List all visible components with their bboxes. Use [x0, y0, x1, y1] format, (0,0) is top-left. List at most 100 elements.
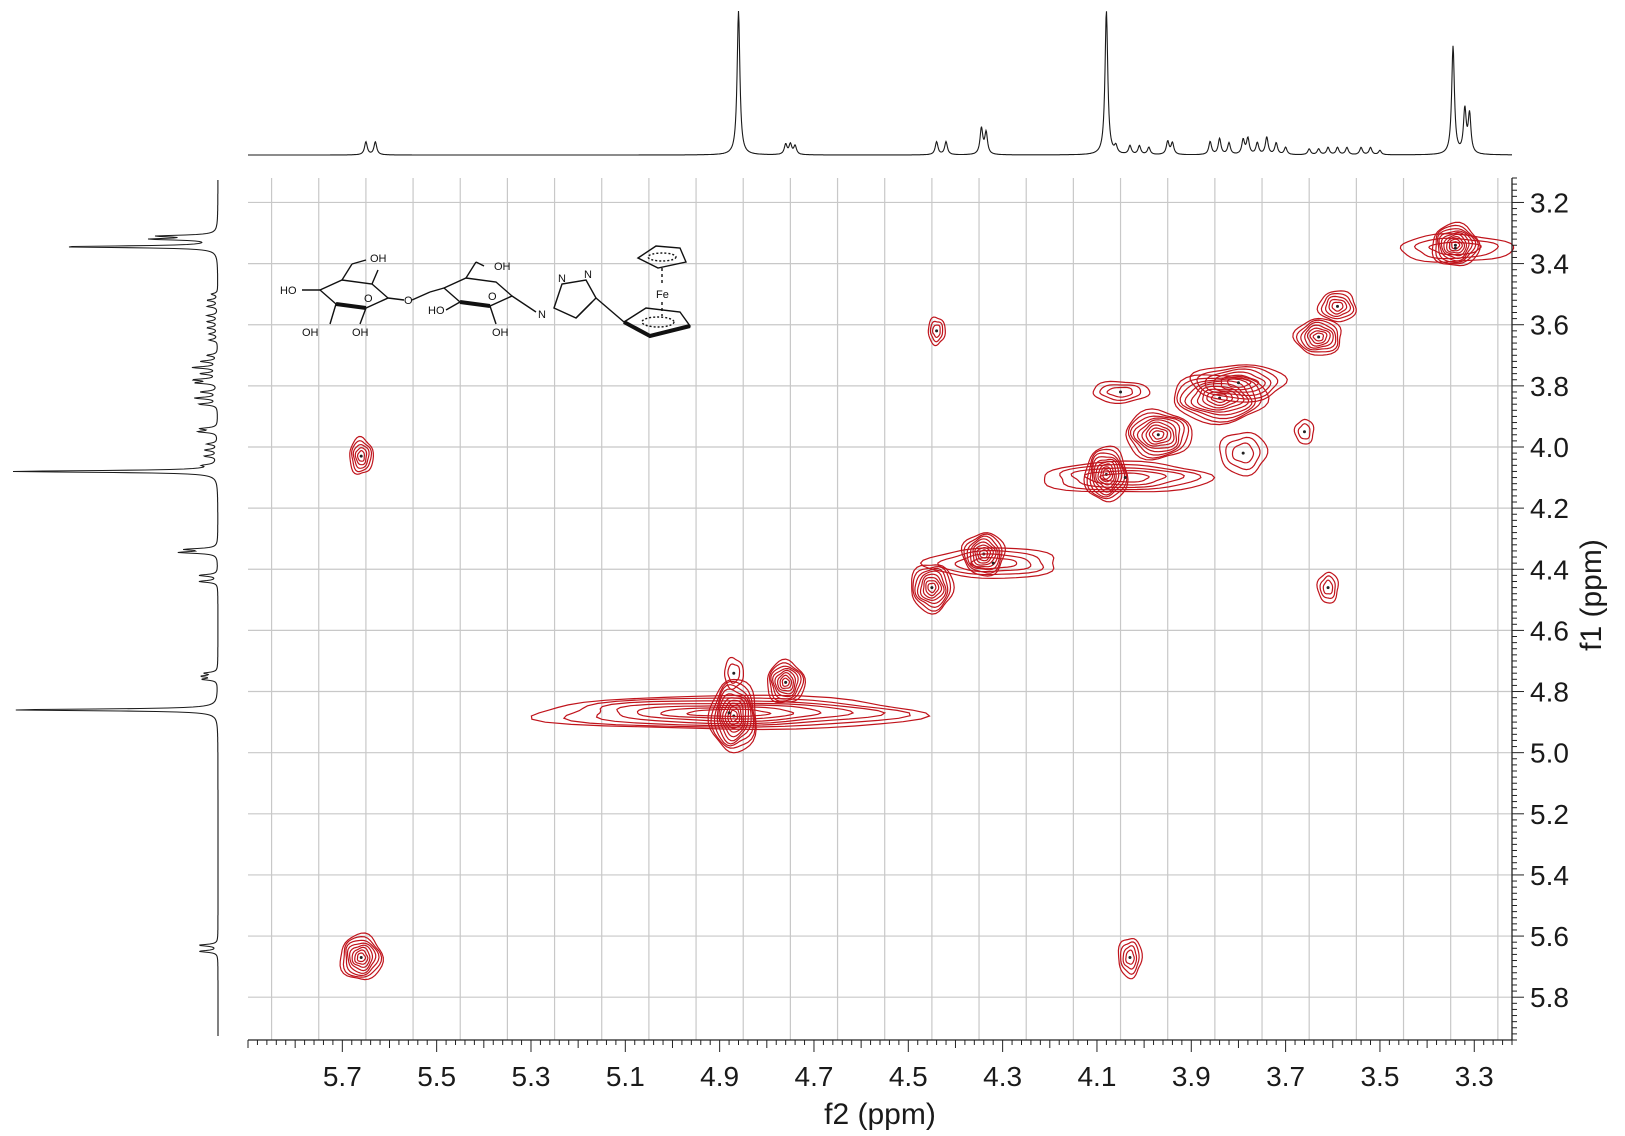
contour-level	[1231, 442, 1255, 464]
contour-level	[779, 674, 793, 690]
cross-peak	[1316, 290, 1357, 323]
contour-level	[922, 576, 943, 599]
atom-label: OH	[370, 253, 387, 265]
peak-center	[1302, 430, 1306, 434]
cross-peak	[1293, 418, 1315, 445]
contour-level	[530, 694, 931, 731]
contour-level	[1212, 371, 1266, 393]
contour-level	[919, 547, 1055, 580]
cross-peak	[349, 435, 375, 475]
cross-peak-contours	[339, 221, 1515, 981]
cp-bottom-bold-edge	[623, 320, 691, 339]
contour-level	[1413, 237, 1499, 260]
cross-peak	[1043, 460, 1216, 493]
contour-level	[1148, 427, 1169, 443]
grid-lines	[248, 178, 1512, 1040]
bond	[575, 301, 593, 319]
contour-level	[1219, 431, 1269, 477]
bond	[595, 297, 625, 323]
contour-level	[1320, 293, 1355, 320]
peak-center	[727, 711, 731, 715]
contour-level	[1092, 380, 1151, 404]
contour-level	[1309, 330, 1328, 345]
contour-level	[354, 949, 369, 965]
contour-level	[1202, 388, 1239, 409]
peak-center	[359, 955, 363, 959]
contour-level	[346, 942, 377, 974]
y-tick-label: 5.6	[1530, 921, 1569, 952]
axes: 5.7 5.5 5.3 5.1 4.9 4.7 4.5 4.3 4.1 3.9 3.7 3.5 3.3 3…	[247, 177, 1569, 1092]
y-tick-label: 4.8	[1530, 677, 1569, 708]
x-tick-label: 4.9	[700, 1061, 739, 1092]
contour-level	[919, 573, 945, 602]
contour-level	[1190, 382, 1250, 413]
peak-center	[1326, 586, 1330, 590]
contour-level	[1316, 290, 1357, 323]
contour-level	[339, 932, 384, 981]
contour-level	[929, 320, 944, 343]
contour-level	[1322, 579, 1334, 595]
contour-level	[774, 669, 797, 695]
peak-center	[732, 671, 736, 675]
contour-level	[927, 582, 937, 594]
bond	[411, 291, 431, 301]
contour-level	[911, 564, 955, 615]
contour-level	[1132, 417, 1181, 453]
contour-level	[349, 435, 375, 475]
contour-level	[345, 939, 380, 977]
contour-level	[925, 580, 940, 597]
contour-level	[1125, 949, 1135, 965]
contour-level	[1141, 421, 1175, 447]
contour-level	[1176, 376, 1263, 423]
y-tick-label: 4.6	[1530, 615, 1569, 646]
atom-label: N	[584, 269, 592, 281]
contour-level	[727, 663, 741, 684]
contour-level	[1099, 472, 1150, 483]
f1-projection-trace	[12, 180, 219, 1036]
contour-level	[970, 556, 1018, 570]
contour-level	[1086, 448, 1128, 500]
contour-level	[1136, 419, 1178, 449]
contour-level	[1083, 469, 1168, 486]
atom-label: Fe	[656, 289, 669, 301]
bond	[329, 303, 337, 325]
atom-label: N	[558, 273, 566, 285]
contour-level	[1295, 319, 1339, 353]
cross-peak	[723, 656, 744, 691]
contour-level	[1117, 937, 1143, 980]
contour-level	[1438, 230, 1474, 262]
cyclopentadienyl-top	[636, 245, 687, 269]
atom-label: O	[364, 293, 373, 305]
peak-center	[991, 561, 995, 565]
contour-level	[1304, 324, 1334, 349]
bond	[475, 261, 485, 267]
cross-peak	[1117, 937, 1143, 980]
contour-level	[1196, 385, 1245, 411]
contour-level	[1319, 575, 1336, 600]
bond	[489, 305, 497, 325]
contour-level	[1435, 224, 1480, 265]
x-tick-label: 5.5	[417, 1061, 456, 1092]
peak-center	[935, 329, 939, 333]
contour-level	[636, 704, 822, 723]
contour-level	[916, 570, 947, 605]
peak-center	[1123, 476, 1127, 480]
contour-level	[1122, 945, 1138, 970]
x-tick-label: 3.9	[1172, 1061, 1211, 1092]
x-tick-label: 4.5	[889, 1061, 928, 1092]
y-tick-label: 3.8	[1530, 371, 1569, 402]
atom-label: OH	[302, 327, 319, 339]
contour-level	[1446, 235, 1466, 254]
bond	[445, 301, 461, 311]
cross-peak	[1292, 317, 1342, 356]
y-axis-title: f1 (ppm)	[1575, 539, 1608, 651]
contour-level	[768, 662, 805, 702]
atom-label: OH	[492, 327, 509, 339]
contour-level	[616, 702, 855, 725]
y-tick-label: 3.6	[1530, 310, 1569, 341]
contour-level	[1300, 321, 1337, 351]
contour-level	[966, 535, 1001, 571]
contour-level	[1220, 374, 1260, 391]
contour-level	[1119, 941, 1140, 975]
